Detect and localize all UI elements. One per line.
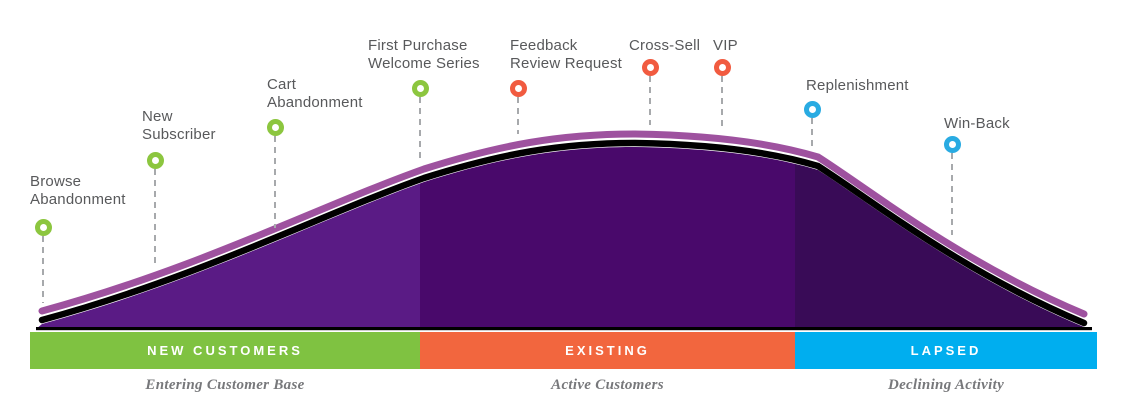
- curve-under-stroke: [38, 139, 1088, 327]
- curve-baseline: [36, 327, 1092, 331]
- stage-caption-existing: Active Customers: [551, 377, 664, 393]
- touchpoint-label-win-back: Win-Back: [944, 115, 1010, 132]
- touchpoint-label-replenishment: Replenishment: [806, 77, 909, 94]
- stage-bar-existing: EXISTING: [420, 332, 795, 369]
- touchpoint-dot-replenishment: [803, 100, 821, 118]
- touchpoint-leader-line-vip: [720, 76, 724, 127]
- touchpoint-dot-cart: [266, 118, 284, 136]
- touchpoint-label-first-purchase: First Purchase Welcome Series: [368, 37, 480, 72]
- stage-caption-lapsed: Declining Activity: [887, 377, 1005, 393]
- stage-bar-label-existing: EXISTING: [565, 343, 650, 358]
- touchpoint-label-cart: Cart Abandonment: [267, 76, 363, 111]
- touchpoint-leader-line-new: [153, 169, 157, 268]
- touchpoint-leader-line-feedback: [516, 97, 520, 134]
- touchpoint-leader-line-browse: [41, 236, 45, 303]
- stage-caption-new-customers: Entering Customer Base: [145, 377, 305, 393]
- stage-bar-new-customers: NEW CUSTOMERS: [30, 332, 420, 369]
- touchpoint-leader-line-win-back: [950, 153, 954, 235]
- touchpoint-label-browse: Browse Abandonment: [30, 173, 126, 208]
- touchpoint-label-vip: VIP: [713, 37, 738, 54]
- touchpoint-dot-first-purchase: [411, 79, 429, 97]
- touchpoint-leader-line-replenishment: [810, 118, 814, 146]
- curve-area-new-customers: [36, 147, 420, 329]
- touchpoint-dot-win-back: [943, 135, 961, 153]
- touchpoint-dot-browse: [34, 218, 52, 236]
- touchpoint-leader-line-cart: [273, 136, 277, 228]
- touchpoint-label-cross-sell: Cross-Sell: [629, 37, 701, 54]
- stage-bar-lapsed: LAPSED: [795, 332, 1097, 369]
- curve-area-existing: [420, 147, 795, 329]
- touchpoint-dot-feedback: [509, 79, 527, 97]
- touchpoint-dot-cross-sell: [641, 58, 659, 76]
- touchpoint-dot-new: [146, 151, 164, 169]
- touchpoint-leader-line-cross-sell: [648, 76, 652, 125]
- touchpoint-label-feedback: Feedback Review Request: [510, 37, 623, 72]
- touchpoint-leader-line-first-purchase: [418, 97, 422, 160]
- touchpoint-label-new: New Subscriber: [142, 108, 216, 143]
- stage-bar-label-lapsed: LAPSED: [910, 343, 982, 358]
- stage-bar-label-new-customers: NEW CUSTOMERS: [147, 343, 303, 358]
- touchpoint-dot-vip: [713, 58, 731, 76]
- curve-line: [38, 130, 1088, 318]
- curve-area-lapsed: [795, 147, 1092, 329]
